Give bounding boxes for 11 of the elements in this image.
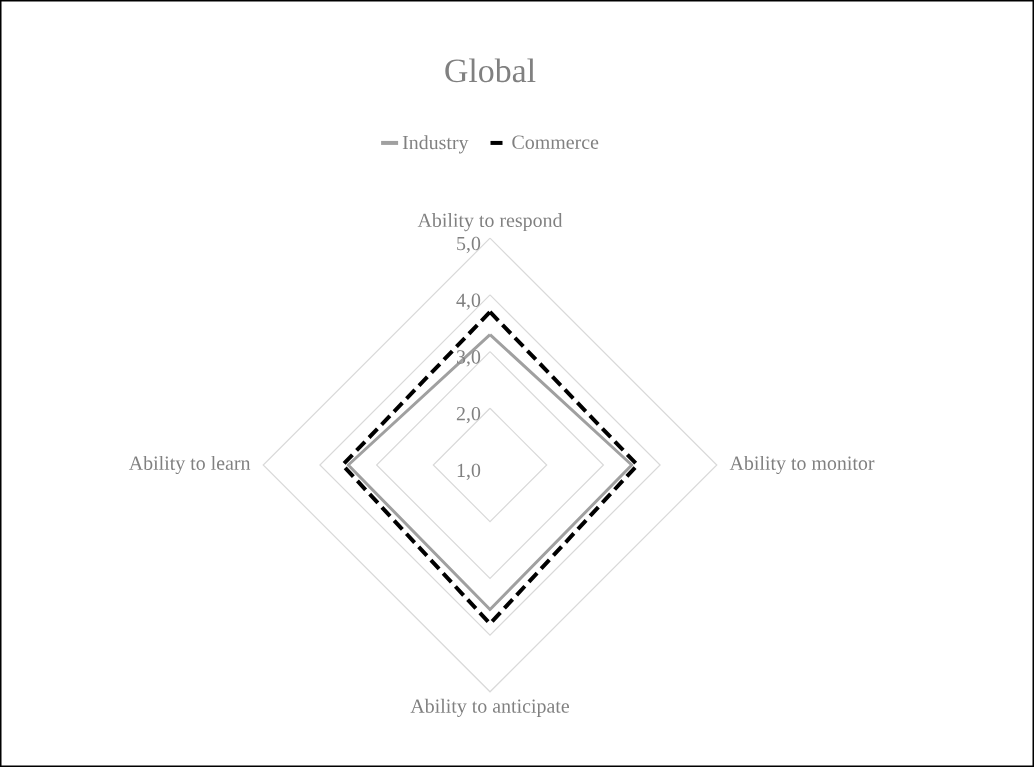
spoke-label: Ability to respond	[417, 213, 563, 232]
y-tick-label: 2,0	[456, 406, 481, 424]
legend-label: Commerce	[512, 135, 599, 149]
y-tick-label: 5,0	[457, 236, 481, 254]
y-tick-label: 1,0	[457, 463, 481, 480]
spoke-label: Ability to anticipate	[410, 698, 570, 717]
spoke-label: Ability to monitor	[729, 455, 875, 475]
y-tick-label: 4,0	[456, 293, 481, 310]
legend-label: Industry	[402, 135, 469, 154]
spoke-label: Ability to learn	[128, 455, 251, 475]
chart-title: Global	[445, 58, 536, 83]
